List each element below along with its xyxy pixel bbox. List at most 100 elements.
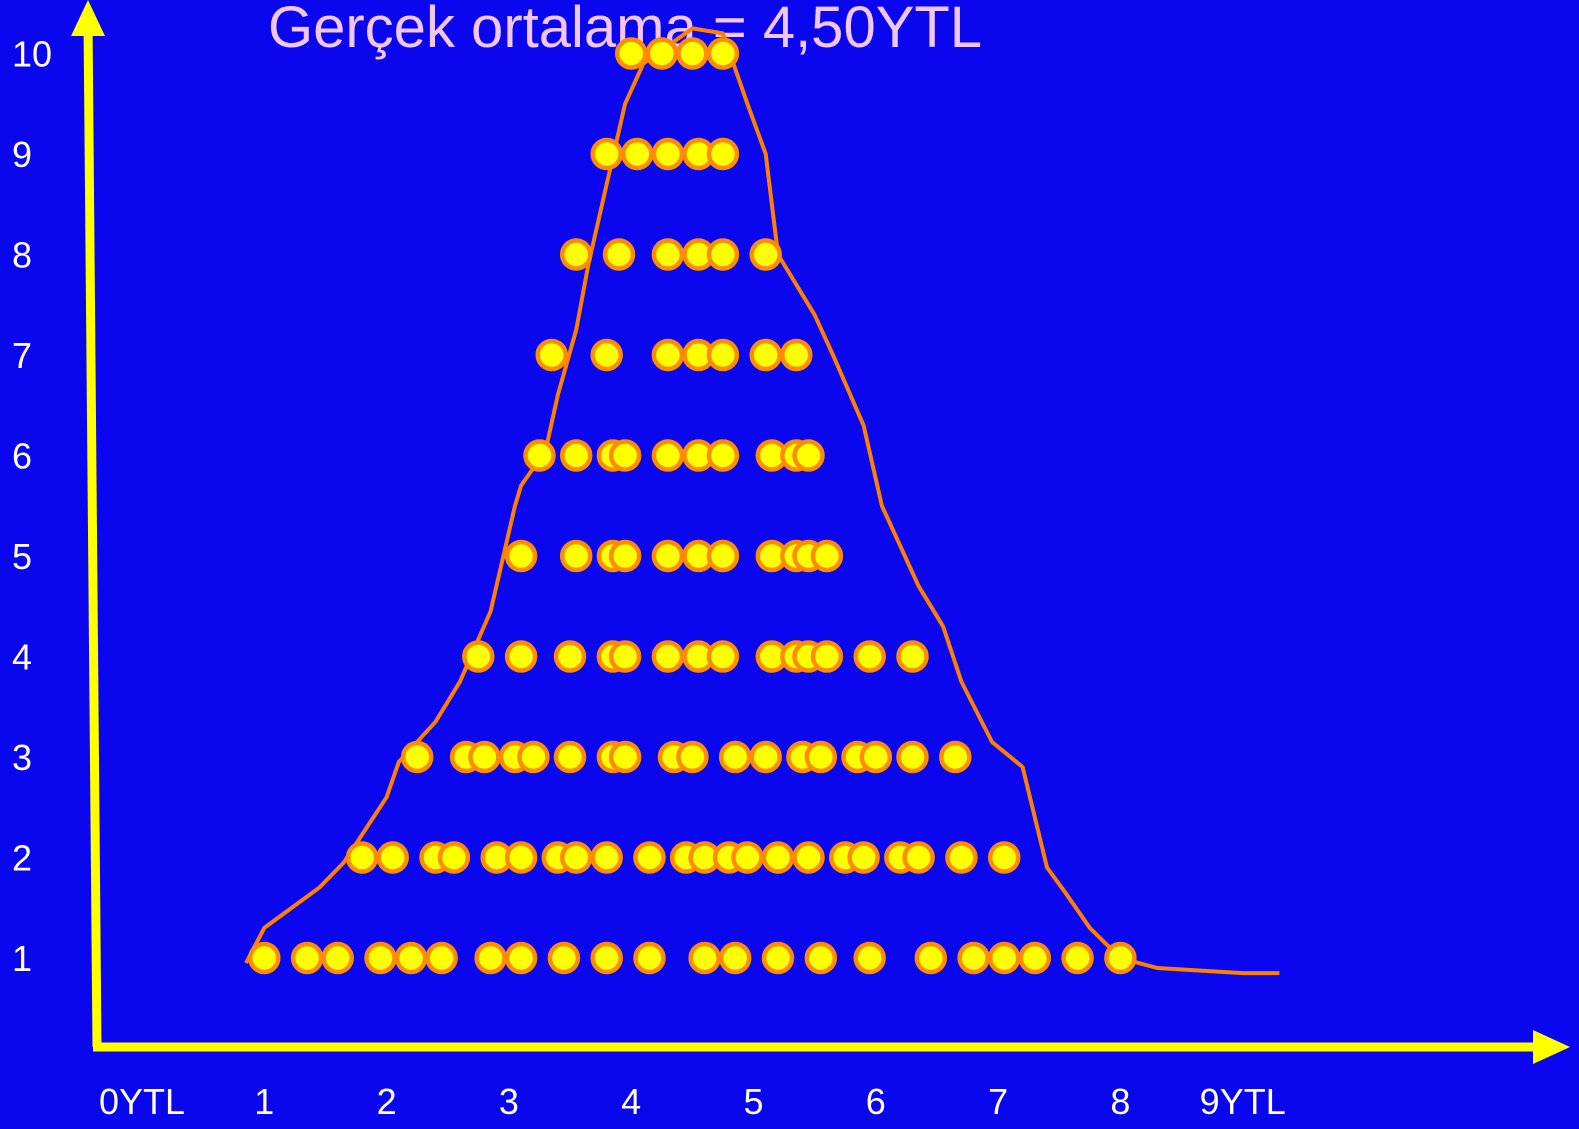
data-point	[633, 841, 666, 874]
data-point	[780, 338, 813, 372]
data-point	[902, 841, 935, 874]
data-point	[474, 941, 507, 975]
data-point	[321, 941, 354, 975]
data-point	[504, 640, 538, 673]
data-point	[633, 941, 666, 975]
x-tick-label: 0YTL	[99, 1081, 185, 1122]
data-point	[945, 841, 978, 874]
data-point	[761, 941, 795, 975]
data-point	[553, 640, 587, 673]
data-point	[718, 941, 752, 975]
data-point	[504, 841, 538, 874]
data-point	[718, 740, 752, 774]
data-point	[608, 439, 642, 472]
data-point	[987, 941, 1021, 975]
data-points-layer	[248, 37, 1137, 975]
data-point	[559, 238, 593, 271]
data-point	[651, 640, 685, 673]
data-point	[290, 941, 324, 975]
data-point	[676, 740, 709, 774]
data-point	[914, 941, 948, 975]
distribution-curve-layer	[244, 26, 1280, 976]
y-axis	[71, 0, 105, 1048]
distribution-curve	[244, 26, 1280, 976]
y-tick-label: 8	[12, 235, 32, 276]
data-point	[248, 941, 281, 975]
data-point	[517, 740, 550, 774]
data-point	[1104, 941, 1137, 975]
y-tick-label: 9	[12, 134, 32, 175]
data-point	[706, 338, 740, 372]
data-point	[706, 539, 740, 573]
x-axis-arrow	[1533, 1030, 1570, 1064]
y-tick-label: 6	[12, 436, 32, 477]
data-point	[651, 338, 685, 372]
data-point	[651, 439, 685, 472]
data-point	[749, 338, 782, 372]
data-point	[853, 640, 886, 673]
x-tick-label: 4	[621, 1081, 641, 1122]
data-point	[651, 539, 685, 573]
data-point	[688, 941, 721, 975]
data-point	[400, 740, 434, 774]
data-point	[535, 338, 568, 372]
data-point	[804, 941, 838, 975]
x-tick-label: 5	[743, 1081, 763, 1122]
data-point	[621, 137, 654, 171]
data-point	[608, 740, 642, 774]
data-point	[651, 137, 685, 171]
data-point	[957, 941, 990, 975]
data-point	[847, 841, 880, 874]
data-point	[602, 238, 636, 271]
data-point	[939, 740, 972, 774]
x-tick-label: 9YTL	[1200, 1081, 1286, 1122]
data-point	[1061, 941, 1094, 975]
data-point	[853, 941, 886, 975]
y-tick-label: 1	[12, 938, 32, 979]
data-point	[559, 439, 593, 472]
y-tick-label: 5	[12, 536, 32, 577]
data-point	[706, 137, 740, 171]
data-point	[608, 539, 642, 573]
data-point	[547, 941, 581, 975]
data-point	[553, 740, 587, 774]
data-point	[792, 439, 825, 472]
y-tick-label: 10	[12, 34, 52, 75]
data-point	[345, 841, 379, 874]
data-point	[468, 740, 501, 774]
x-axis	[93, 1030, 1570, 1064]
y-tick-label: 7	[12, 335, 32, 376]
data-point	[651, 238, 685, 271]
x-tick-label: 1	[254, 1081, 274, 1122]
data-point	[364, 941, 397, 975]
data-point	[896, 640, 929, 673]
data-point	[504, 539, 538, 573]
data-point	[614, 37, 648, 70]
data-point	[706, 439, 740, 472]
data-point	[804, 740, 838, 774]
x-tick-label: 6	[866, 1081, 886, 1122]
x-tick-label: 3	[499, 1081, 519, 1122]
data-point	[792, 841, 825, 874]
data-point	[706, 37, 740, 70]
x-tick-labels: 0YTL 1 2 3 4 5 6 7 8 9YTL	[99, 1081, 1286, 1122]
data-point	[749, 740, 782, 774]
y-axis-line	[83, 19, 102, 1048]
data-point	[749, 238, 782, 271]
data-point	[559, 539, 593, 573]
data-point	[437, 841, 471, 874]
data-point	[1018, 941, 1052, 975]
y-axis-arrow	[71, 0, 105, 36]
data-point	[462, 640, 495, 673]
data-point	[706, 238, 740, 271]
data-point	[987, 841, 1021, 874]
y-tick-label: 2	[12, 838, 32, 879]
data-point	[504, 941, 538, 975]
data-point	[810, 539, 844, 573]
data-point	[376, 841, 409, 874]
x-tick-label: 8	[1110, 1081, 1130, 1122]
data-point	[590, 941, 623, 975]
data-point	[425, 941, 458, 975]
data-point	[559, 841, 593, 874]
data-point	[896, 740, 929, 774]
